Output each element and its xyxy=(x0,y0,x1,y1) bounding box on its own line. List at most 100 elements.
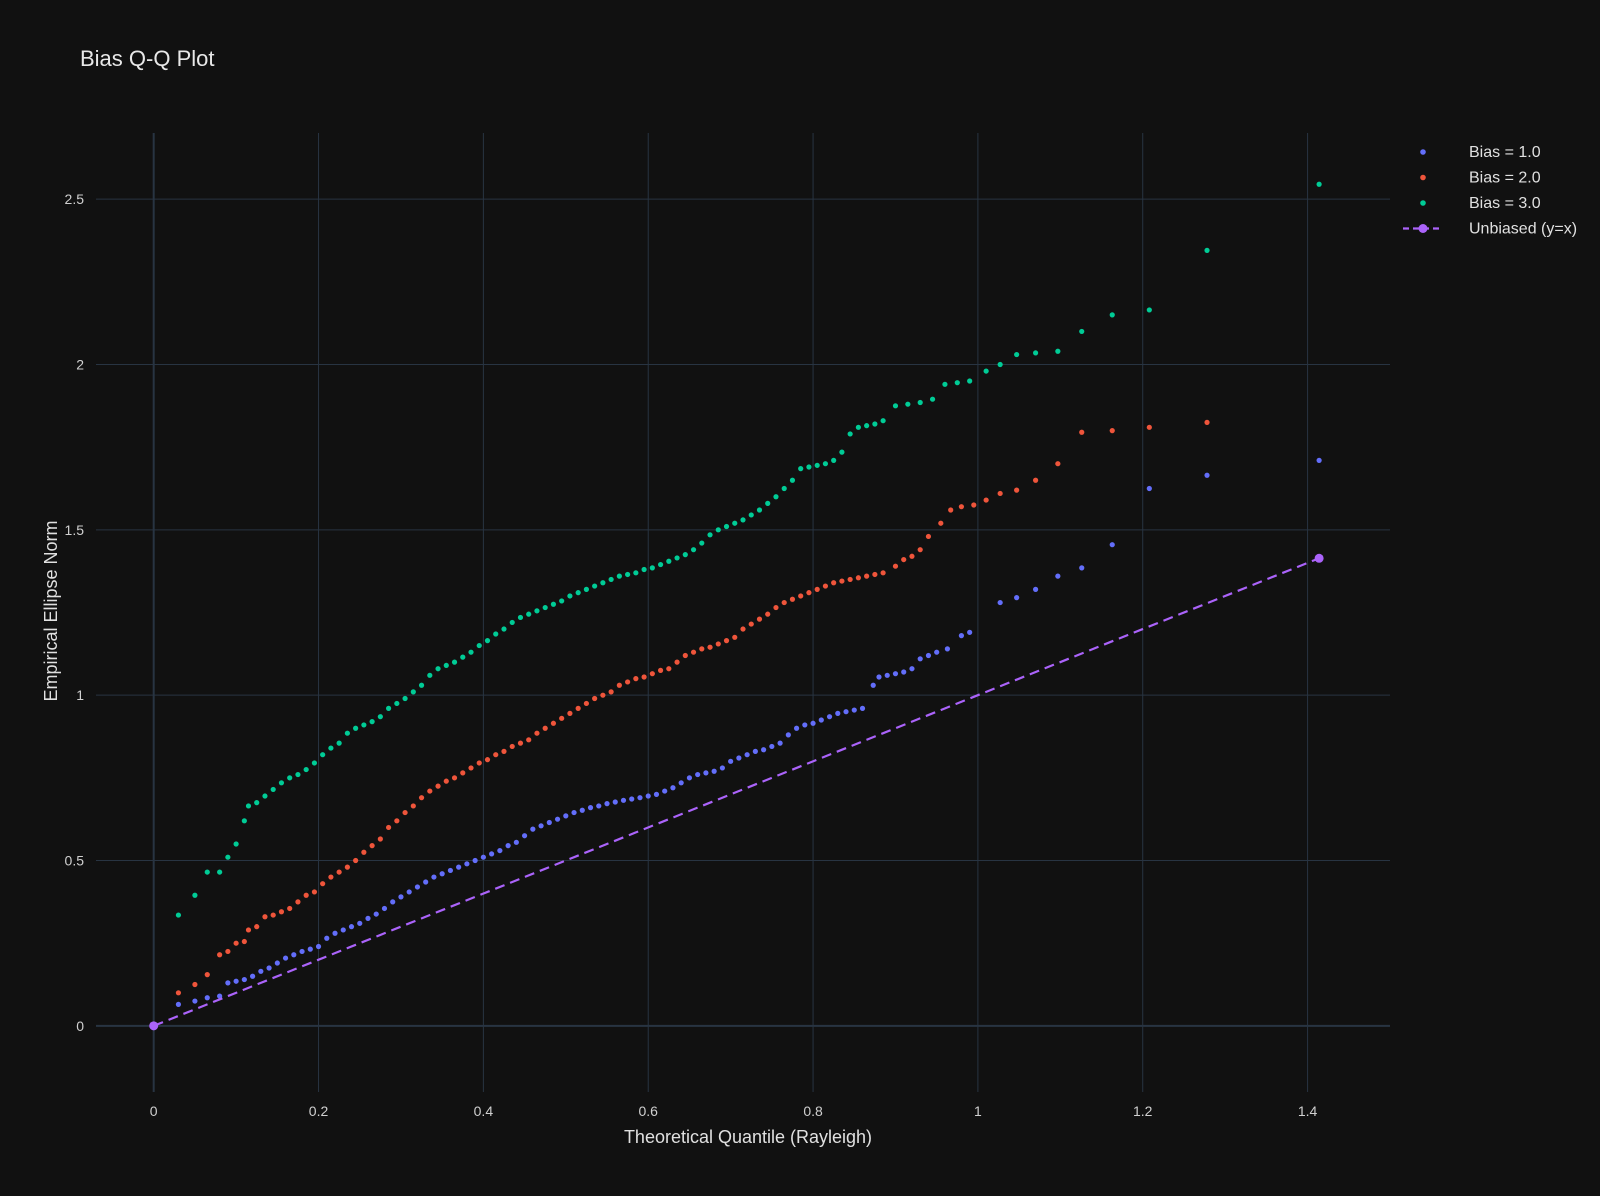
data-point xyxy=(732,520,738,526)
legend[interactable]: Bias = 1.0 Bias = 2.0 Bias = 3.0 Unbiased (… xyxy=(1403,144,1577,238)
data-point xyxy=(542,725,548,731)
data-point xyxy=(509,619,515,626)
data-point xyxy=(831,580,837,586)
data-point xyxy=(925,652,932,659)
data-point xyxy=(328,874,334,880)
data-point xyxy=(596,803,602,809)
data-point xyxy=(270,912,276,918)
y-tick-label: 1.5 xyxy=(65,522,85,538)
data-point xyxy=(954,380,960,386)
legend-item[interactable]: Bias = 2.0 xyxy=(1420,170,1541,187)
data-point xyxy=(1109,312,1115,318)
data-point xyxy=(418,795,425,801)
data-point xyxy=(657,561,664,568)
data-point xyxy=(909,666,915,672)
data-point xyxy=(241,938,247,945)
data-point xyxy=(740,517,746,523)
legend-item[interactable]: Bias = 1.0 xyxy=(1420,144,1541,161)
data-point xyxy=(1014,487,1020,493)
data-point xyxy=(662,788,668,794)
data-point xyxy=(559,598,565,604)
data-point xyxy=(938,520,944,526)
data-point xyxy=(958,633,965,639)
data-point xyxy=(497,847,503,854)
data-point xyxy=(332,930,338,936)
data-point xyxy=(752,748,758,754)
data-point xyxy=(690,649,697,655)
data-point xyxy=(748,512,754,518)
data-point xyxy=(410,689,416,695)
data-point xyxy=(526,737,532,743)
data-point xyxy=(864,423,870,429)
data-point xyxy=(369,719,375,725)
legend-item[interactable]: Unbiased (y=x) xyxy=(1403,221,1577,238)
data-point xyxy=(971,502,977,508)
data-point xyxy=(682,652,688,659)
data-point xyxy=(715,527,721,533)
data-point xyxy=(550,720,557,726)
data-point xyxy=(806,590,812,596)
data-point xyxy=(1079,565,1085,571)
data-point xyxy=(353,725,359,731)
data-point xyxy=(649,671,655,677)
x-tick-label: 0.6 xyxy=(638,1103,658,1119)
data-point xyxy=(769,743,775,750)
data-point xyxy=(225,980,231,986)
data-point xyxy=(460,770,466,776)
data-point xyxy=(686,775,693,781)
x-tick-label: 1.4 xyxy=(1298,1103,1318,1119)
data-point xyxy=(592,583,598,589)
data-point xyxy=(431,874,437,880)
data-point xyxy=(934,649,940,655)
data-point xyxy=(670,785,676,791)
data-point xyxy=(1146,307,1152,313)
data-point xyxy=(876,674,882,680)
data-point xyxy=(385,824,392,831)
data-point xyxy=(451,659,458,665)
data-point xyxy=(822,461,829,467)
data-point xyxy=(385,705,392,712)
series-layer xyxy=(149,181,1324,1031)
data-point xyxy=(765,611,771,617)
data-point xyxy=(336,869,342,875)
x-tick-label: 1 xyxy=(974,1103,982,1119)
data-point xyxy=(270,786,276,793)
data-point xyxy=(320,752,326,758)
data-point xyxy=(468,765,474,771)
data-point xyxy=(748,621,754,627)
legend-item[interactable]: Bias = 3.0 xyxy=(1420,195,1541,212)
data-point xyxy=(1055,348,1061,354)
data-point xyxy=(530,826,536,832)
data-point xyxy=(997,599,1003,606)
data-point xyxy=(254,924,260,930)
data-point xyxy=(348,924,355,930)
series-2 xyxy=(175,419,1210,996)
data-point xyxy=(711,768,717,774)
series-1 xyxy=(175,457,1322,1007)
data-point xyxy=(997,361,1003,368)
data-point xyxy=(633,676,639,682)
data-point xyxy=(373,911,379,917)
data-point xyxy=(517,614,524,621)
data-point xyxy=(814,586,820,592)
y-tick-label: 0 xyxy=(76,1018,84,1034)
data-point xyxy=(336,740,342,746)
data-point xyxy=(925,533,932,540)
data-point xyxy=(608,576,614,583)
data-point xyxy=(948,507,954,513)
data-point xyxy=(641,566,647,573)
data-point xyxy=(1204,472,1210,478)
data-point xyxy=(600,580,606,586)
x-tick-label: 0.2 xyxy=(309,1103,329,1119)
data-point xyxy=(291,952,297,958)
data-point xyxy=(402,695,408,702)
y-tick-label: 2.5 xyxy=(65,191,85,207)
data-point xyxy=(402,809,408,816)
data-point xyxy=(773,494,779,500)
data-point xyxy=(826,714,833,720)
data-point xyxy=(241,818,247,824)
data-point xyxy=(299,948,305,955)
data-point xyxy=(1079,328,1085,335)
data-point xyxy=(377,836,383,842)
data-point xyxy=(315,943,322,950)
